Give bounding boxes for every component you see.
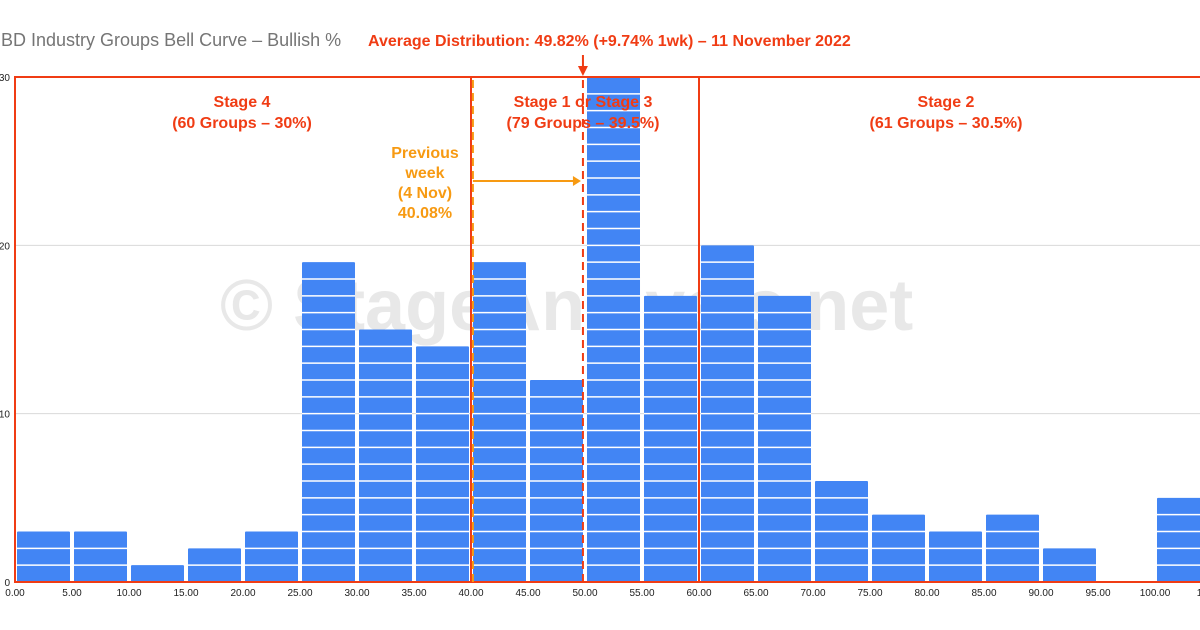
stage-detail: (61 Groups – 30.5%) — [869, 115, 1023, 132]
x-tick-label: 70.00 — [800, 588, 825, 599]
x-tick-label: 50.00 — [572, 588, 597, 599]
y-tick-label: 0 — [4, 578, 10, 589]
bar — [359, 329, 412, 582]
bar — [245, 531, 298, 582]
y-tick-label: 10 — [0, 410, 10, 421]
prev-line: 40.08% — [397, 205, 453, 222]
average-arrow-head — [577, 66, 588, 76]
stage-1-3-label: Stage 1 or Stage 3 (79 Groups – 39.5%) — [483, 92, 683, 134]
x-tick-label: 90.00 — [1028, 588, 1053, 599]
x-tick-label: 25.00 — [287, 588, 312, 599]
stage-name: Stage 1 or Stage 3 — [513, 94, 653, 111]
stage-box — [698, 76, 1200, 583]
bar — [644, 295, 697, 582]
stage-name: Stage 4 — [213, 94, 271, 111]
x-tick-label: 65.00 — [743, 588, 768, 599]
previous-week-label: Previous week (4 Nov) 40.08% — [380, 144, 470, 224]
stage-detail: (60 Groups – 30%) — [172, 115, 312, 132]
bar — [473, 262, 526, 582]
x-tick-label: 100.00 — [1140, 588, 1171, 599]
bar — [929, 531, 982, 582]
x-tick-label: 45.00 — [515, 588, 540, 599]
bar — [17, 531, 70, 582]
x-tick-label: 35.00 — [401, 588, 426, 599]
prev-line: week — [405, 165, 445, 182]
y-tick-label: 30 — [0, 73, 10, 84]
bar — [74, 531, 127, 582]
stage-2-label: Stage 2 (61 Groups – 30.5%) — [846, 92, 1046, 134]
x-tick-label: 105.00 — [1197, 588, 1200, 599]
stage-detail: (79 Groups – 39.5%) — [506, 115, 660, 132]
x-tick-label: 40.00 — [458, 588, 483, 599]
bar — [302, 262, 355, 582]
x-tick-label: 75.00 — [857, 588, 882, 599]
x-tick-label: 85.00 — [971, 588, 996, 599]
x-tick-label: 80.00 — [914, 588, 939, 599]
stage-4-label: Stage 4 (60 Groups – 30%) — [142, 92, 342, 134]
shift-arrow-head — [572, 176, 581, 186]
chart-title: IBD Industry Groups Bell Curve – Bullish… — [0, 30, 342, 50]
x-tick-label: 60.00 — [686, 588, 711, 599]
x-tick-label: 20.00 — [230, 588, 255, 599]
average-distribution-label: Average Distribution: 49.82% (+9.74% 1wk… — [368, 33, 851, 50]
x-tick-label: 5.00 — [62, 588, 82, 599]
x-tick-label: 55.00 — [629, 588, 654, 599]
x-tick-label: 15.00 — [173, 588, 198, 599]
bar — [758, 295, 811, 582]
prev-line: (4 Nov) — [397, 185, 453, 202]
bar — [1157, 497, 1200, 582]
y-tick-label: 20 — [0, 241, 10, 252]
stage-name: Stage 2 — [917, 94, 975, 111]
x-tick-label: 0.00 — [5, 588, 25, 599]
x-tick-label: 30.00 — [344, 588, 369, 599]
x-tick-label: 95.00 — [1085, 588, 1110, 599]
bar — [131, 565, 184, 582]
prev-line: Previous — [391, 145, 459, 162]
x-tick-label: 10.00 — [116, 588, 141, 599]
